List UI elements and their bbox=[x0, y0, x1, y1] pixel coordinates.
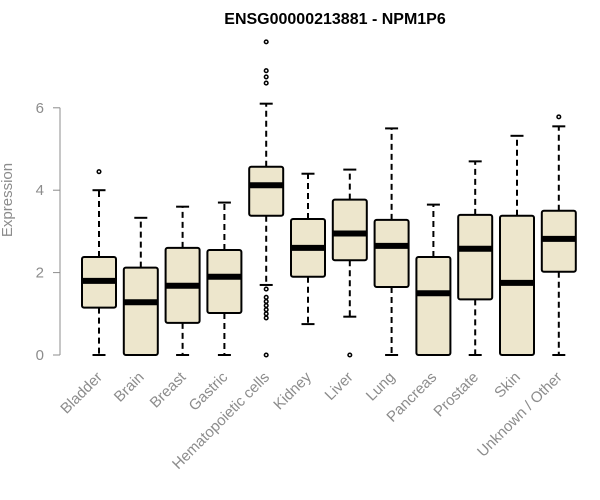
outlier-point bbox=[263, 294, 269, 300]
outlier-point bbox=[556, 114, 562, 120]
box-pancreas bbox=[415, 203, 452, 356]
y-axis-label: Expression bbox=[0, 163, 16, 237]
x-tick-label: Lung bbox=[363, 369, 399, 405]
box-kidney bbox=[290, 172, 326, 326]
x-tick-label: Liver bbox=[322, 369, 357, 404]
outlier-point bbox=[263, 80, 269, 86]
iqr-box bbox=[206, 248, 243, 314]
chart-title: ENSG00000213881 - NPM1P6 bbox=[224, 11, 446, 28]
outlier-point bbox=[263, 315, 269, 321]
outlier-point bbox=[263, 68, 269, 74]
outlier-point bbox=[347, 352, 353, 358]
iqr-box bbox=[248, 165, 285, 217]
box-brain bbox=[122, 216, 159, 357]
outlier-point bbox=[263, 303, 269, 309]
y-axis: 0 2 4 6 bbox=[36, 100, 61, 364]
y-tick-label: 6 bbox=[36, 100, 44, 117]
iqr-box bbox=[373, 218, 410, 289]
box-series bbox=[81, 39, 577, 358]
outlier-point bbox=[263, 286, 269, 292]
box-liver bbox=[331, 168, 368, 358]
iqr-box bbox=[331, 198, 368, 262]
y-tick-label: 0 bbox=[36, 347, 44, 364]
outlier-point bbox=[96, 169, 102, 175]
box-unknown-other bbox=[540, 114, 577, 356]
x-tick-label: Breast bbox=[147, 368, 190, 411]
box-lung bbox=[373, 127, 410, 356]
box-skin bbox=[499, 134, 535, 356]
y-tick-label: 4 bbox=[36, 182, 44, 199]
outlier-point bbox=[263, 311, 269, 317]
x-tick-label: Brain bbox=[111, 369, 148, 406]
iqr-box bbox=[122, 266, 159, 357]
iqr-box bbox=[415, 255, 452, 356]
box-hematopoietic-cells bbox=[248, 39, 285, 358]
box-bladder bbox=[81, 169, 117, 356]
outlier-point bbox=[263, 352, 269, 358]
outlier-point bbox=[263, 307, 269, 313]
box-breast bbox=[164, 205, 201, 356]
outlier-point bbox=[263, 74, 269, 80]
box-gastric bbox=[206, 201, 243, 356]
box-prostate bbox=[457, 160, 494, 356]
y-tick-label: 2 bbox=[36, 265, 44, 282]
outlier-point bbox=[263, 298, 269, 304]
x-tick-label: Bladder bbox=[57, 369, 106, 418]
x-tick-label: Kidney bbox=[270, 368, 315, 413]
iqr-box bbox=[457, 213, 494, 301]
x-tick-label: Prostate bbox=[430, 369, 482, 421]
outlier-point bbox=[263, 39, 269, 45]
x-tick-label: Skin bbox=[491, 369, 524, 402]
